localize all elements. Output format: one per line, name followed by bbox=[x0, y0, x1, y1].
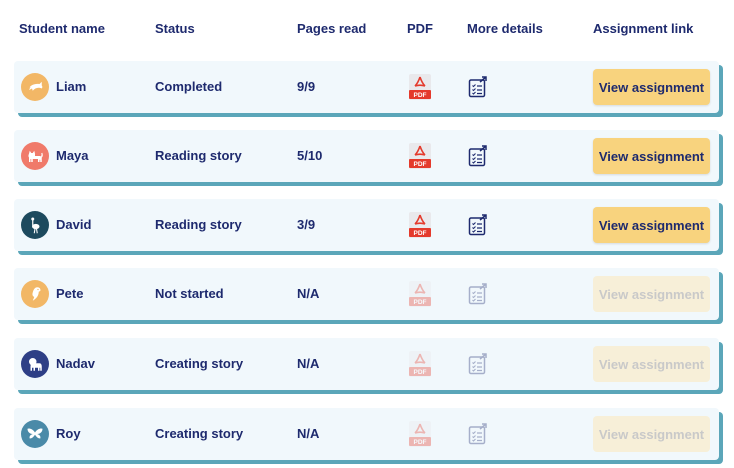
pdf-link: PDF bbox=[408, 420, 432, 448]
more-details-link[interactable] bbox=[468, 145, 488, 167]
details-icon bbox=[468, 423, 487, 445]
student-name: Pete bbox=[56, 286, 84, 301]
avatar bbox=[21, 211, 49, 239]
pages-read: 5/10 bbox=[297, 148, 323, 163]
column-header-pdf: PDF bbox=[407, 21, 433, 36]
pages-read: 9/9 bbox=[297, 79, 316, 94]
svg-text:PDF: PDF bbox=[414, 230, 427, 237]
avatar bbox=[21, 73, 49, 101]
view-assignment-button[interactable]: View assignment bbox=[593, 138, 710, 174]
column-header-status: Status bbox=[155, 21, 195, 36]
pdf-icon: PDF bbox=[409, 212, 431, 238]
view-assignment-button: View assignment bbox=[593, 346, 710, 382]
pdf-icon: PDF bbox=[409, 281, 431, 307]
pdf-link[interactable]: PDF bbox=[408, 73, 432, 101]
table-row: Pete Not started N/A PDF View assignment bbox=[14, 268, 719, 320]
student-status: Creating story bbox=[155, 356, 244, 371]
more-details-link[interactable] bbox=[468, 76, 488, 98]
student-status: Reading story bbox=[155, 148, 242, 163]
view-assignment-button: View assignment bbox=[593, 416, 710, 452]
pdf-icon: PDF bbox=[409, 143, 431, 169]
pdf-link[interactable]: PDF bbox=[408, 142, 432, 170]
more-details-link bbox=[468, 283, 488, 305]
details-icon bbox=[468, 145, 487, 167]
student-status: Creating story bbox=[155, 426, 244, 441]
table-row: Maya Reading story 5/10 PDF View assignment bbox=[14, 130, 719, 182]
student-status: Not started bbox=[155, 286, 224, 301]
parrot-icon bbox=[26, 285, 44, 303]
pages-read: N/A bbox=[297, 356, 320, 371]
pages-read: 3/9 bbox=[297, 217, 316, 232]
student-status: Completed bbox=[155, 79, 223, 94]
avatar bbox=[21, 142, 49, 170]
more-details-link bbox=[468, 423, 488, 445]
column-header-assignment-link: Assignment link bbox=[593, 21, 694, 36]
svg-text:PDF: PDF bbox=[414, 369, 427, 376]
table-row: Liam Completed 9/9 PDF View assignment bbox=[14, 61, 719, 113]
table-row: David Reading story 3/9 PDF View assignment bbox=[14, 199, 719, 251]
avatar bbox=[21, 420, 49, 448]
table-header: Student name Status Pages read PDF More … bbox=[0, 0, 734, 56]
lion-icon bbox=[26, 355, 44, 373]
more-details-link bbox=[468, 353, 488, 375]
pdf-icon: PDF bbox=[409, 351, 431, 377]
ostrich-icon bbox=[26, 216, 44, 234]
student-name: Nadav bbox=[56, 356, 96, 371]
view-assignment-button[interactable]: View assignment bbox=[593, 207, 710, 243]
cat-icon bbox=[26, 147, 44, 165]
more-details-link[interactable] bbox=[468, 214, 488, 236]
column-header-more-details: More details bbox=[467, 21, 543, 36]
table-row: Nadav Creating story N/A PDF View assignment bbox=[14, 338, 719, 390]
pages-read: N/A bbox=[297, 286, 320, 301]
table-row: Roy Creating story N/A PDF View assignment bbox=[14, 408, 719, 460]
svg-text:PDF: PDF bbox=[414, 161, 427, 168]
avatar bbox=[21, 280, 49, 308]
details-icon bbox=[468, 214, 487, 236]
column-header-pages-read: Pages read bbox=[297, 21, 367, 36]
student-status: Reading story bbox=[155, 217, 242, 232]
column-header-student-name: Student name bbox=[19, 21, 105, 36]
student-name: Liam bbox=[56, 79, 87, 94]
dolphin-icon bbox=[26, 78, 44, 96]
details-icon bbox=[468, 283, 487, 305]
pages-read: N/A bbox=[297, 426, 320, 441]
student-name: Maya bbox=[56, 148, 89, 163]
butterfly-icon bbox=[26, 425, 44, 443]
details-icon bbox=[468, 76, 487, 98]
pdf-link: PDF bbox=[408, 280, 432, 308]
svg-text:PDF: PDF bbox=[414, 439, 427, 446]
pdf-link: PDF bbox=[408, 350, 432, 378]
svg-text:PDF: PDF bbox=[414, 92, 427, 99]
svg-text:PDF: PDF bbox=[414, 299, 427, 306]
pdf-icon: PDF bbox=[409, 74, 431, 100]
pdf-link[interactable]: PDF bbox=[408, 211, 432, 239]
view-assignment-button[interactable]: View assignment bbox=[593, 69, 710, 105]
details-icon bbox=[468, 353, 487, 375]
student-name: Roy bbox=[56, 426, 81, 441]
avatar bbox=[21, 350, 49, 378]
student-name: David bbox=[56, 217, 92, 232]
view-assignment-button: View assignment bbox=[593, 276, 710, 312]
pdf-icon: PDF bbox=[409, 421, 431, 447]
